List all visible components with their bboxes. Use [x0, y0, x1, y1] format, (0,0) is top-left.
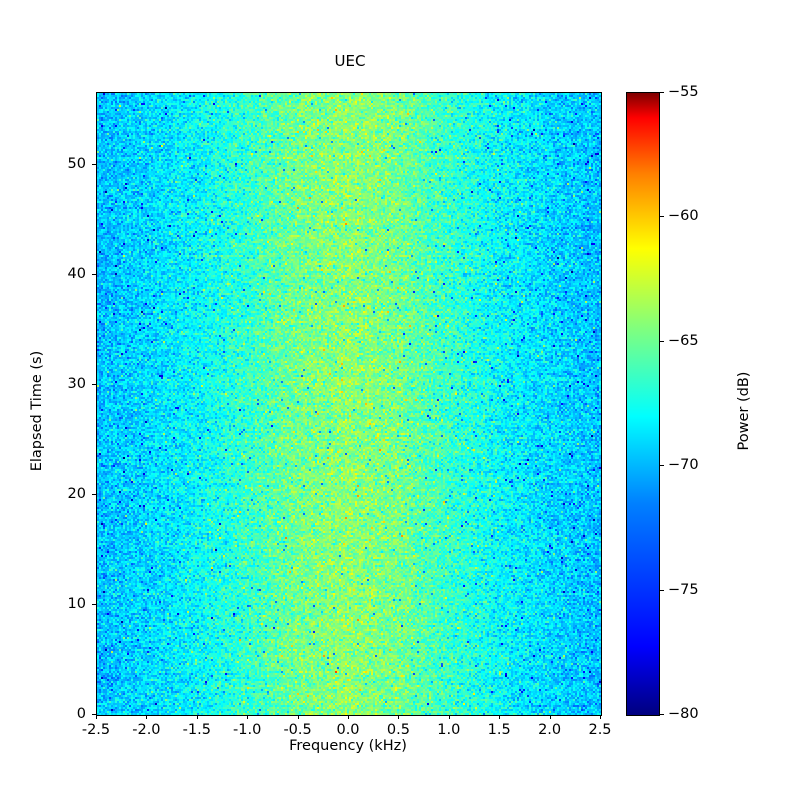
x-tick-mark — [600, 715, 601, 719]
y-tick-label: 0 — [76, 706, 86, 722]
colorbar-tick-mark — [660, 714, 664, 715]
x-tick-label: 1.5 — [487, 722, 511, 738]
colorbar-tick-mark — [660, 589, 664, 591]
x-tick-mark — [398, 715, 400, 719]
spectrogram-image — [97, 93, 601, 715]
x-tick-mark — [146, 715, 148, 719]
x-tick-label: 1.0 — [437, 722, 461, 738]
colorbar-tick-label: −55 — [668, 84, 699, 100]
colorbar-tick-label: −70 — [668, 457, 699, 474]
y-tick-mark — [92, 714, 96, 715]
y-tick-mark — [92, 493, 96, 495]
colorbar-tick-label: −75 — [668, 581, 699, 598]
x-axis-label: Frequency (kHz) — [289, 738, 407, 754]
y-tick-label: 20 — [67, 485, 86, 502]
x-tick-label: -0.5 — [283, 722, 312, 738]
colorbar-tick-mark — [660, 92, 664, 93]
x-tick-label: 0.5 — [386, 722, 410, 738]
x-tick-label: 2.5 — [588, 722, 612, 738]
colorbar-label: Power (dB) — [736, 371, 752, 451]
colorbar-tick-label: −60 — [668, 208, 699, 225]
title-line-station: UEC — [334, 52, 366, 70]
x-tick-mark — [196, 715, 198, 719]
y-tick-mark — [92, 603, 96, 605]
x-tick-mark — [348, 715, 349, 719]
y-tick-label: 10 — [67, 595, 86, 612]
x-tick-mark — [448, 715, 450, 719]
x-tick-label: -1.5 — [182, 722, 211, 738]
x-tick-mark — [96, 715, 97, 719]
y-tick-label: 30 — [67, 375, 86, 392]
y-tick-mark — [92, 383, 96, 385]
x-tick-mark — [247, 715, 249, 719]
colorbar-tick-label: −65 — [668, 332, 699, 349]
colorbar-tick-label: −80 — [668, 706, 699, 722]
x-tick-label: 2.0 — [538, 722, 562, 738]
colorbar-tick-mark — [660, 216, 664, 218]
y-tick-mark — [92, 273, 96, 275]
x-tick-label: -1.0 — [233, 722, 262, 738]
colorbar-container: −55 −60 −65 −70 −75 −80 — [626, 84, 699, 722]
y-tick-label: 40 — [67, 265, 86, 282]
y-tick-label: 50 — [67, 155, 86, 172]
x-tick-mark — [297, 715, 299, 719]
colorbar-tick-mark — [660, 340, 664, 342]
spectrogram-plot-area — [96, 92, 602, 716]
x-tick-label: -2.5 — [81, 722, 111, 738]
x-tick-label: 0.0 — [336, 722, 360, 738]
colorbar-tick-mark — [660, 465, 664, 467]
x-tick-label: -2.0 — [132, 722, 161, 738]
y-tick-mark — [92, 163, 96, 165]
y-axis-label: Elapsed Time (s) — [29, 350, 45, 472]
x-tick-mark — [549, 715, 551, 719]
colorbar-gradient — [626, 92, 660, 716]
x-tick-mark — [499, 715, 501, 719]
